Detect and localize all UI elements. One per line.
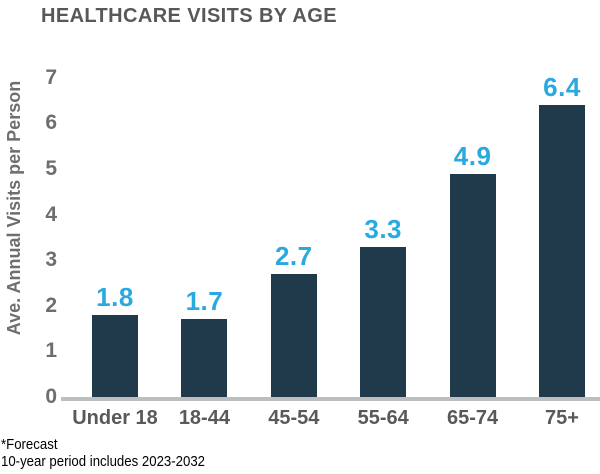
x-category-label: 45-54 [268,407,320,429]
chart-footnote: *Forecast 10-year period includes 2023-2… [1,436,205,470]
x-axis-line [61,397,600,401]
y-tick-label: 6 [45,111,57,135]
y-tick-label: 7 [45,65,57,89]
y-tick-label: 0 [45,385,57,408]
y-tick-label: 4 [45,202,57,226]
bar-value-label: 1.8 [96,282,134,312]
x-category-label: 75+ [545,407,579,429]
y-tick-label: 5 [45,157,57,180]
y-tick-label: 3 [45,248,57,272]
bar-value-label: 4.9 [453,141,492,171]
x-category-label: 55-64 [357,407,409,429]
bar-value-label: 3.3 [364,214,403,244]
bar [360,247,407,397]
x-category-label: Under 18 [72,407,158,429]
footnote-line-period: 10-year period includes 2023-2032 [1,453,206,470]
bar [270,274,317,397]
footnote-line-forecast: *Forecast [1,436,58,453]
chart-title: HEALTHCARE VISITS BY AGE [41,5,337,27]
bar-value-label: 1.7 [185,286,224,316]
y-tick-label: 1 [45,339,57,363]
x-category-label: 65-74 [447,407,499,429]
y-tick-label: 2 [45,293,57,317]
bar [449,174,496,397]
bar [181,319,228,397]
bar-value-label: 6.4 [543,72,581,102]
x-category-label: 18-44 [178,407,230,429]
bar [539,105,585,397]
bar-value-label: 2.7 [274,241,313,271]
bar [92,315,138,397]
